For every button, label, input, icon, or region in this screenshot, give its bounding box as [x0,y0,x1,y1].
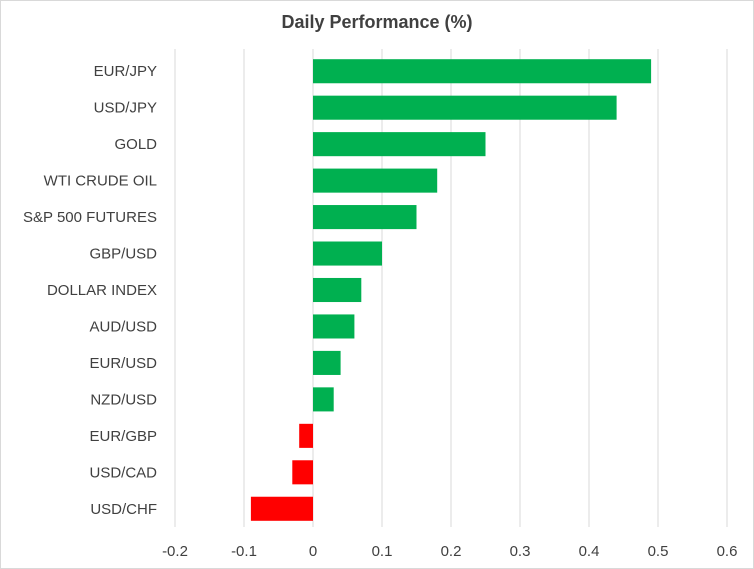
category-label: EUR/JPY [94,63,157,80]
bar [313,277,362,303]
chart-title: Daily Performance (%) [281,12,473,32]
gridlines [174,49,728,527]
category-label: DOLLAR INDEX [47,282,157,299]
x-tick-label: 0.6 [717,543,738,560]
x-tick-label: 0.3 [510,543,531,560]
bar [313,350,341,375]
category-label: AUD/USD [89,318,157,335]
category-label: GOLD [114,136,157,153]
x-tick-label: 0.2 [441,543,462,560]
category-label: USD/JPY [94,100,157,117]
category-label: USD/CHF [90,501,157,518]
category-labels: EUR/JPY USD/JPY GOLD WTI CRUDE OIL S&P 500 F… [23,63,157,518]
category-label: GBP/USD [89,246,157,263]
x-tick-label: 0.1 [372,543,393,560]
bar [313,95,617,120]
bar [250,496,313,521]
category-label: S&P 500 FUTURES [23,209,157,226]
category-label: NZD/USD [90,391,157,408]
category-label: WTI CRUDE OIL [44,173,157,190]
x-tick-label: 0.4 [579,543,600,560]
category-label: EUR/GBP [89,428,157,445]
bar [299,423,313,448]
x-tick-label: 0 [309,543,317,560]
bar [313,168,438,193]
x-tick-label: -0.1 [231,543,257,560]
bar [313,205,417,230]
bar [313,387,334,412]
x-tick-label: -0.2 [162,543,188,560]
bar [313,241,382,266]
category-label: USD/CAD [89,464,157,481]
bar [313,59,652,84]
category-label: EUR/USD [89,355,157,372]
bar [313,132,486,157]
x-axis-tick-labels: -0.2 -0.1 0 0.1 0.2 0.3 0.4 0.5 0.6 [162,543,737,560]
x-tick-label: 0.5 [648,543,669,560]
bar [292,460,313,485]
bar [313,314,355,339]
bars [250,59,652,521]
